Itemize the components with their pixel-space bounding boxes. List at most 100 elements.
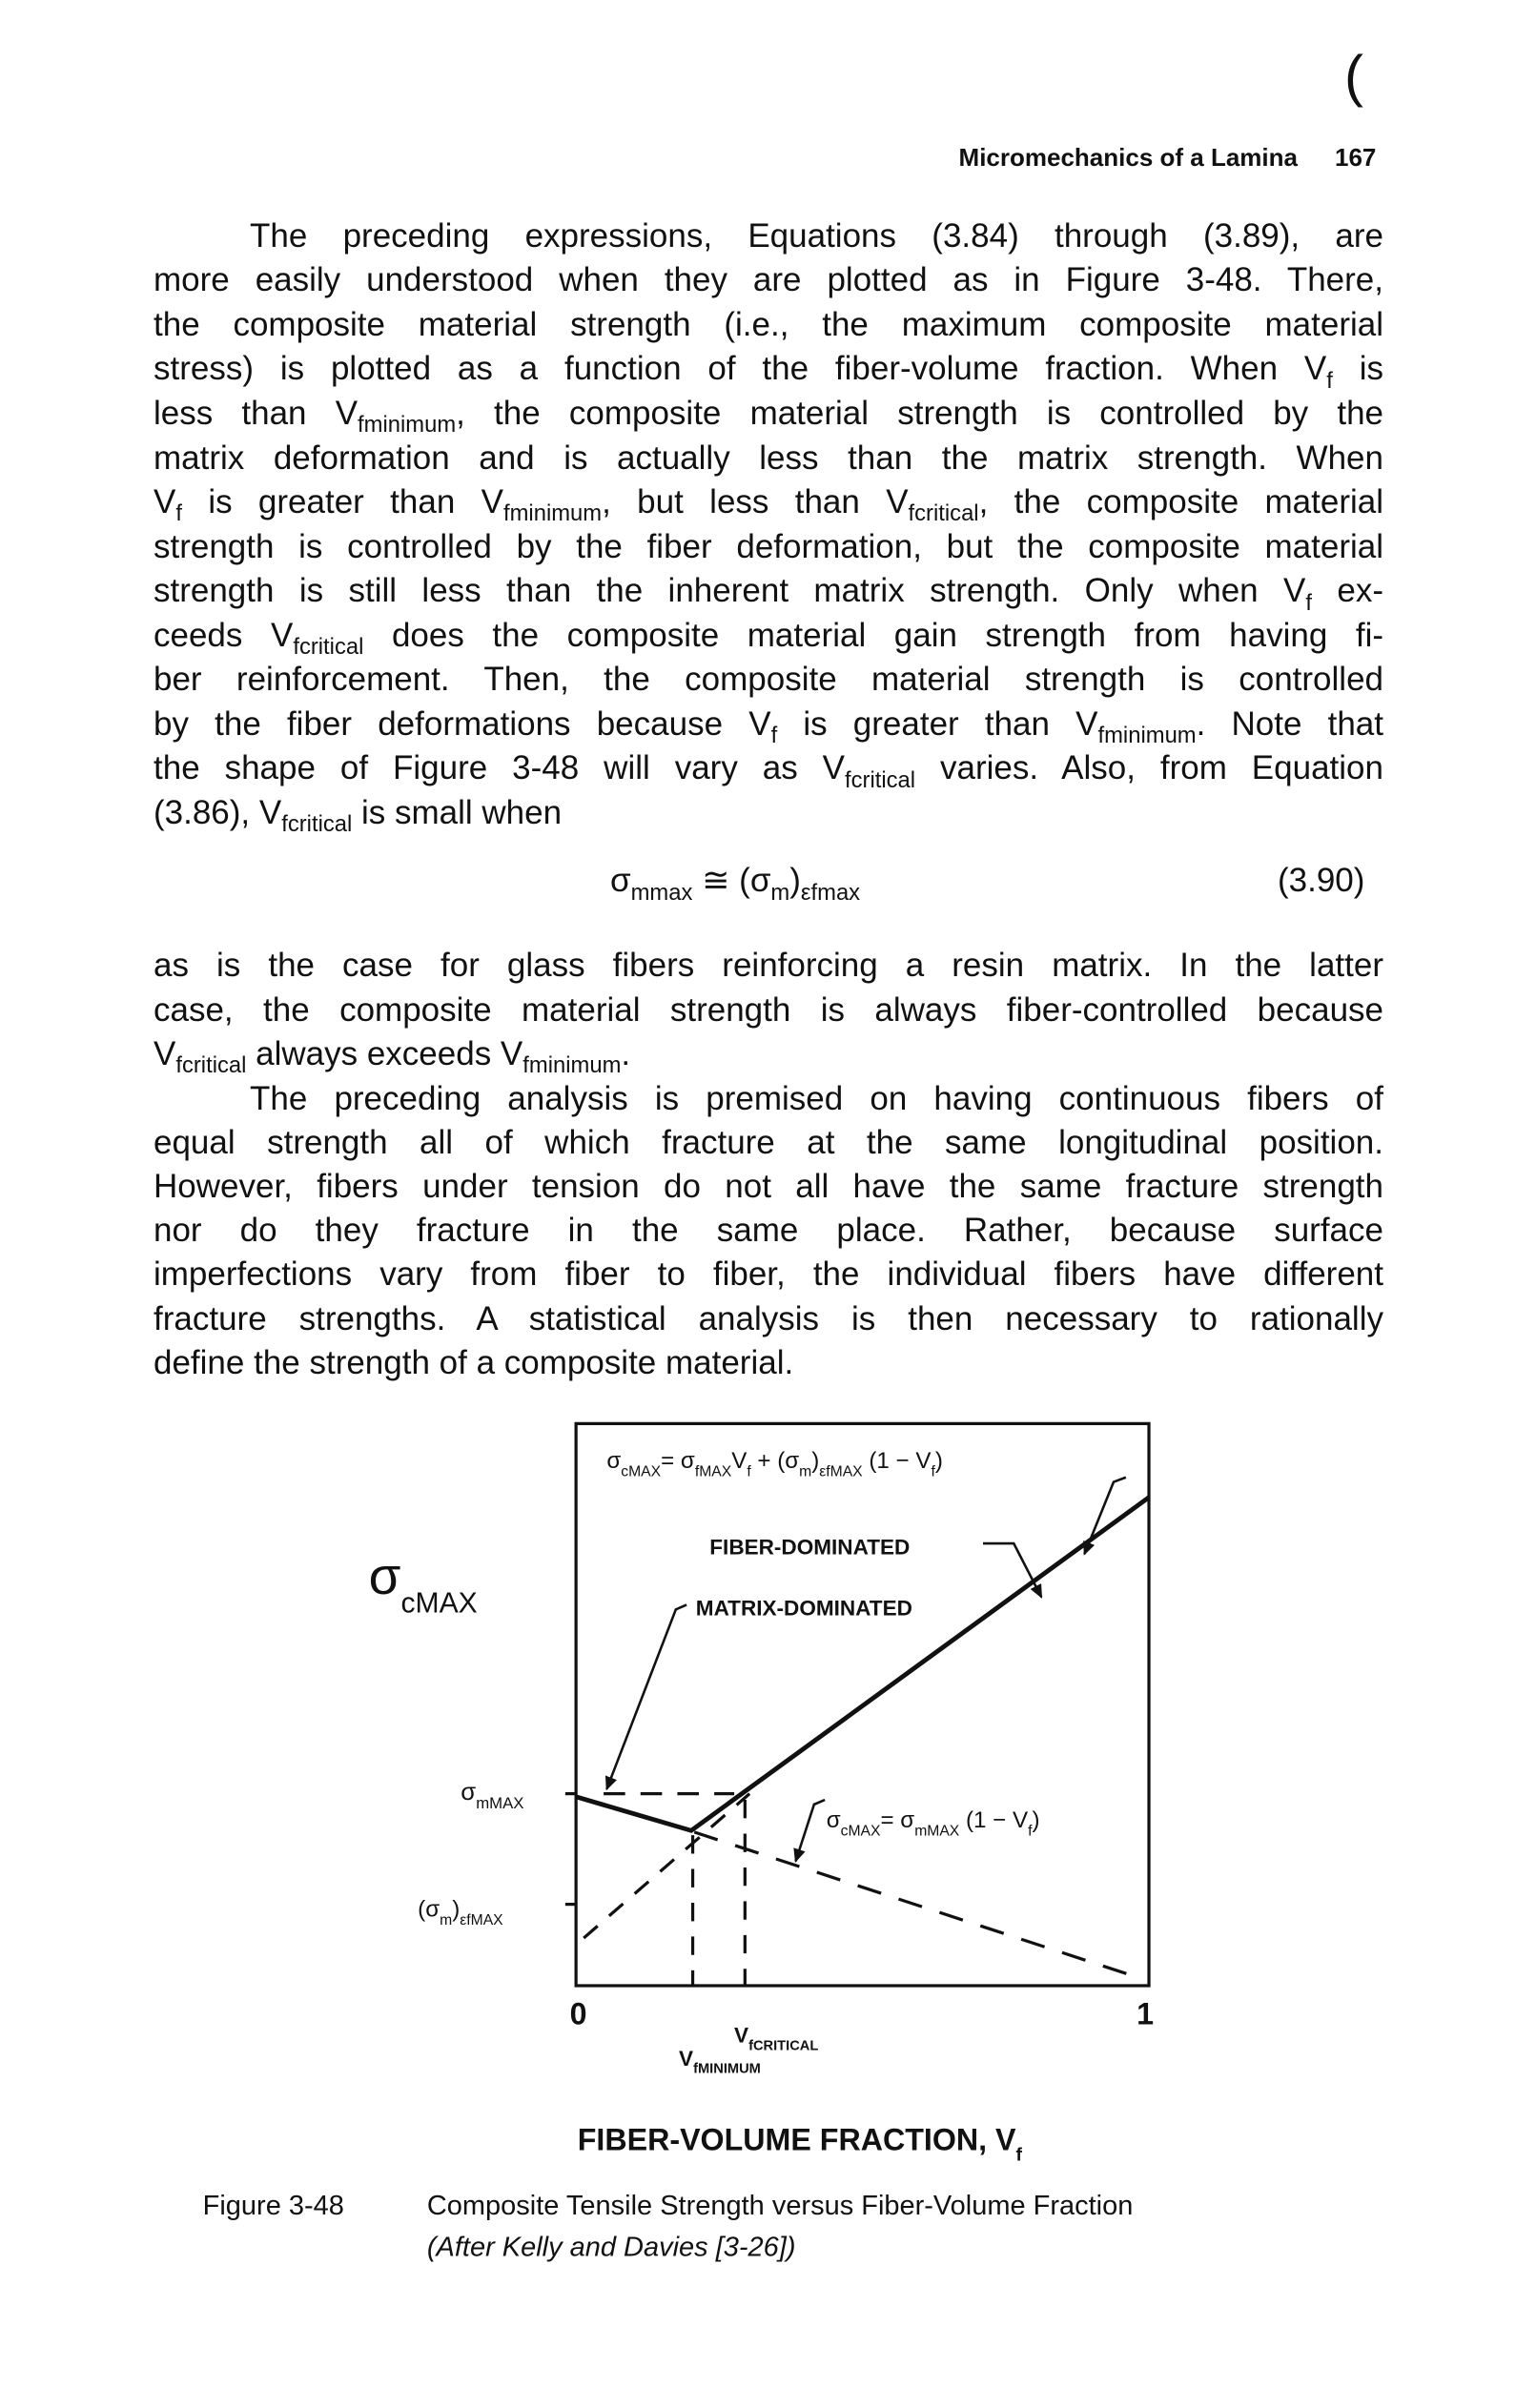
text-line: define the strength of a composite mater… xyxy=(154,1342,1383,1384)
caption-source: (After Kelly and Davies [3-26]) xyxy=(427,2233,796,2263)
y-axis-label: σcMAX xyxy=(369,1546,478,1619)
subscript: fcritical xyxy=(293,634,364,661)
fiber-line-dashed xyxy=(583,1792,751,1940)
text-run: (1 − V xyxy=(959,1807,1028,1833)
text-line: stress) is plotted as a function of the … xyxy=(154,348,1383,394)
subscript: f xyxy=(932,1464,936,1480)
page-number: 167 xyxy=(1335,143,1377,172)
text-run: , the composite material strength is con… xyxy=(456,394,1383,432)
subscript: fMINIMUM xyxy=(693,2062,761,2077)
subscript: mMAX xyxy=(476,1794,523,1812)
text-line: as is the case for glass fibers reinforc… xyxy=(154,945,1383,987)
text-run: FIBER-VOLUME FRACTION, V xyxy=(578,2122,1016,2156)
subscript: fMAX xyxy=(695,1464,732,1480)
text-run: varies. Also, from Equation xyxy=(915,749,1383,787)
text-line: matrix deformation and is actually less … xyxy=(154,438,1383,480)
text-run: strength is still less than the inherent… xyxy=(154,572,1306,610)
x-axis-title: FIBER-VOLUME FRACTION, Vf xyxy=(578,2122,1023,2165)
subscript: f xyxy=(1326,367,1333,394)
text-run: as is the case for glass fibers reinforc… xyxy=(154,946,1383,984)
text-run: = σ xyxy=(880,1807,914,1833)
subscript: fcritical xyxy=(845,766,916,793)
text-run: ) xyxy=(811,1448,819,1474)
text-run: ) xyxy=(789,862,801,900)
text-run: V xyxy=(731,1448,747,1474)
text-run: by the fiber deformations because V xyxy=(154,704,771,743)
subscript: f xyxy=(747,1464,751,1480)
plot-frame xyxy=(574,1421,1151,1988)
caption-title: Composite Tensile Strength versus Fiber-… xyxy=(427,2191,1134,2221)
subscript: fminimum xyxy=(358,412,457,439)
subscript: cMAX xyxy=(841,1824,881,1840)
text-run: V xyxy=(679,2047,693,2071)
text-line: Vfcritical always exceeds Vfminimum. xyxy=(154,1033,1383,1079)
subscript: fCRITICAL xyxy=(748,2038,818,2053)
text-run: (3.86), V xyxy=(154,794,282,831)
text-run: σ xyxy=(461,1779,476,1806)
subscript: cMAX xyxy=(400,1587,477,1619)
text-line: by the fiber deformations because Vf is … xyxy=(154,704,1383,749)
text-line: ber reinforcement. Then, the composite m… xyxy=(154,659,1383,701)
text-run: σ xyxy=(610,862,631,900)
text-line: imperfections vary from fiber to fiber, … xyxy=(154,1254,1383,1296)
subscript: fcritical xyxy=(175,1052,247,1079)
text-line: more easily understood when they are plo… xyxy=(154,259,1383,301)
text-run: ber reinforcement. Then, the composite m… xyxy=(154,661,1383,699)
y-tick-label: σmMAX xyxy=(461,1779,523,1812)
subscript: fcritical xyxy=(908,500,979,527)
matrix-line-dashed xyxy=(693,1830,1140,1980)
text-run: is xyxy=(1332,350,1384,388)
text-run: V xyxy=(734,2024,748,2048)
subscript: cMAX xyxy=(621,1464,661,1480)
figure-label: FIBER-DOMINATED xyxy=(709,1535,910,1559)
text-run: imperfections vary from fiber to fiber, … xyxy=(154,1255,1383,1294)
text-line: The preceding expressions, Equations (3.… xyxy=(250,215,1383,257)
text-run: nor do they fracture in the same place. … xyxy=(154,1212,1383,1250)
figure-label: σcMAX= σfMAXVf + (σm)εfMAX (1 − Vf) xyxy=(606,1448,943,1479)
text-run: (σ xyxy=(418,1896,440,1922)
text-run: , the composite material xyxy=(978,483,1383,521)
text-line: the composite material strength (i.e., t… xyxy=(154,304,1383,346)
text-run: less than V xyxy=(154,394,358,432)
subscript: f xyxy=(770,723,778,749)
text-run: matrix deformation and is actually less … xyxy=(154,439,1383,477)
text-run: ) xyxy=(935,1448,943,1474)
subscript: m xyxy=(799,1464,811,1480)
text-run: ) xyxy=(1032,1807,1039,1833)
text-line: The preceding analysis is premised on ha… xyxy=(250,1078,1383,1120)
text-run: , but less than V xyxy=(602,483,909,521)
leader-arrow xyxy=(604,1603,687,1791)
subscript: m xyxy=(440,1912,452,1928)
subscript: f xyxy=(1028,1824,1033,1840)
strength-curve xyxy=(575,1495,1151,1833)
text-run: . Note that xyxy=(1196,704,1383,743)
x-tick-label: VfCRITICAL xyxy=(734,2024,818,2054)
figure-label: MATRIX-DOMINATED xyxy=(696,1597,912,1621)
x-tick-label: VfMINIMUM xyxy=(679,2047,761,2077)
text-run: However, fibers under tension do not all… xyxy=(154,1168,1383,1206)
text-line: Vf is greater than Vfminimum, but less t… xyxy=(154,481,1383,527)
subscript: fminimum xyxy=(502,500,603,527)
text-run: V xyxy=(154,483,176,521)
x-tick-label: 1 xyxy=(1137,1996,1154,2030)
text-run: the shape of Figure 3-48 will vary as V xyxy=(154,749,846,787)
subscript: f xyxy=(1016,2146,1023,2166)
subscript: f xyxy=(1305,589,1312,616)
subscript: εfMAX xyxy=(460,1912,503,1928)
text-line: ceeds Vfcritical does the composite mate… xyxy=(154,615,1383,661)
text-run: define the strength of a composite mater… xyxy=(154,1343,794,1381)
text-line: fracture strengths. A statistical analys… xyxy=(154,1298,1383,1340)
subscript: fminimum xyxy=(1097,723,1197,749)
y-tick-label: (σm)εfMAX xyxy=(418,1896,503,1928)
text-run: more easily understood when they are plo… xyxy=(154,261,1383,299)
text-run: does the composite material gain strengt… xyxy=(363,616,1384,654)
subscript: fminimum xyxy=(522,1052,622,1079)
subscript: fcritical xyxy=(281,811,353,838)
caption-label: Figure 3-48 xyxy=(203,2191,344,2221)
text-line: equal strength all of which fracture at … xyxy=(154,1122,1383,1164)
text-line: strength is still less than the inherent… xyxy=(154,570,1383,616)
text-run: = σ xyxy=(661,1448,695,1474)
text-run: stress) is plotted as a function of the … xyxy=(154,350,1327,388)
